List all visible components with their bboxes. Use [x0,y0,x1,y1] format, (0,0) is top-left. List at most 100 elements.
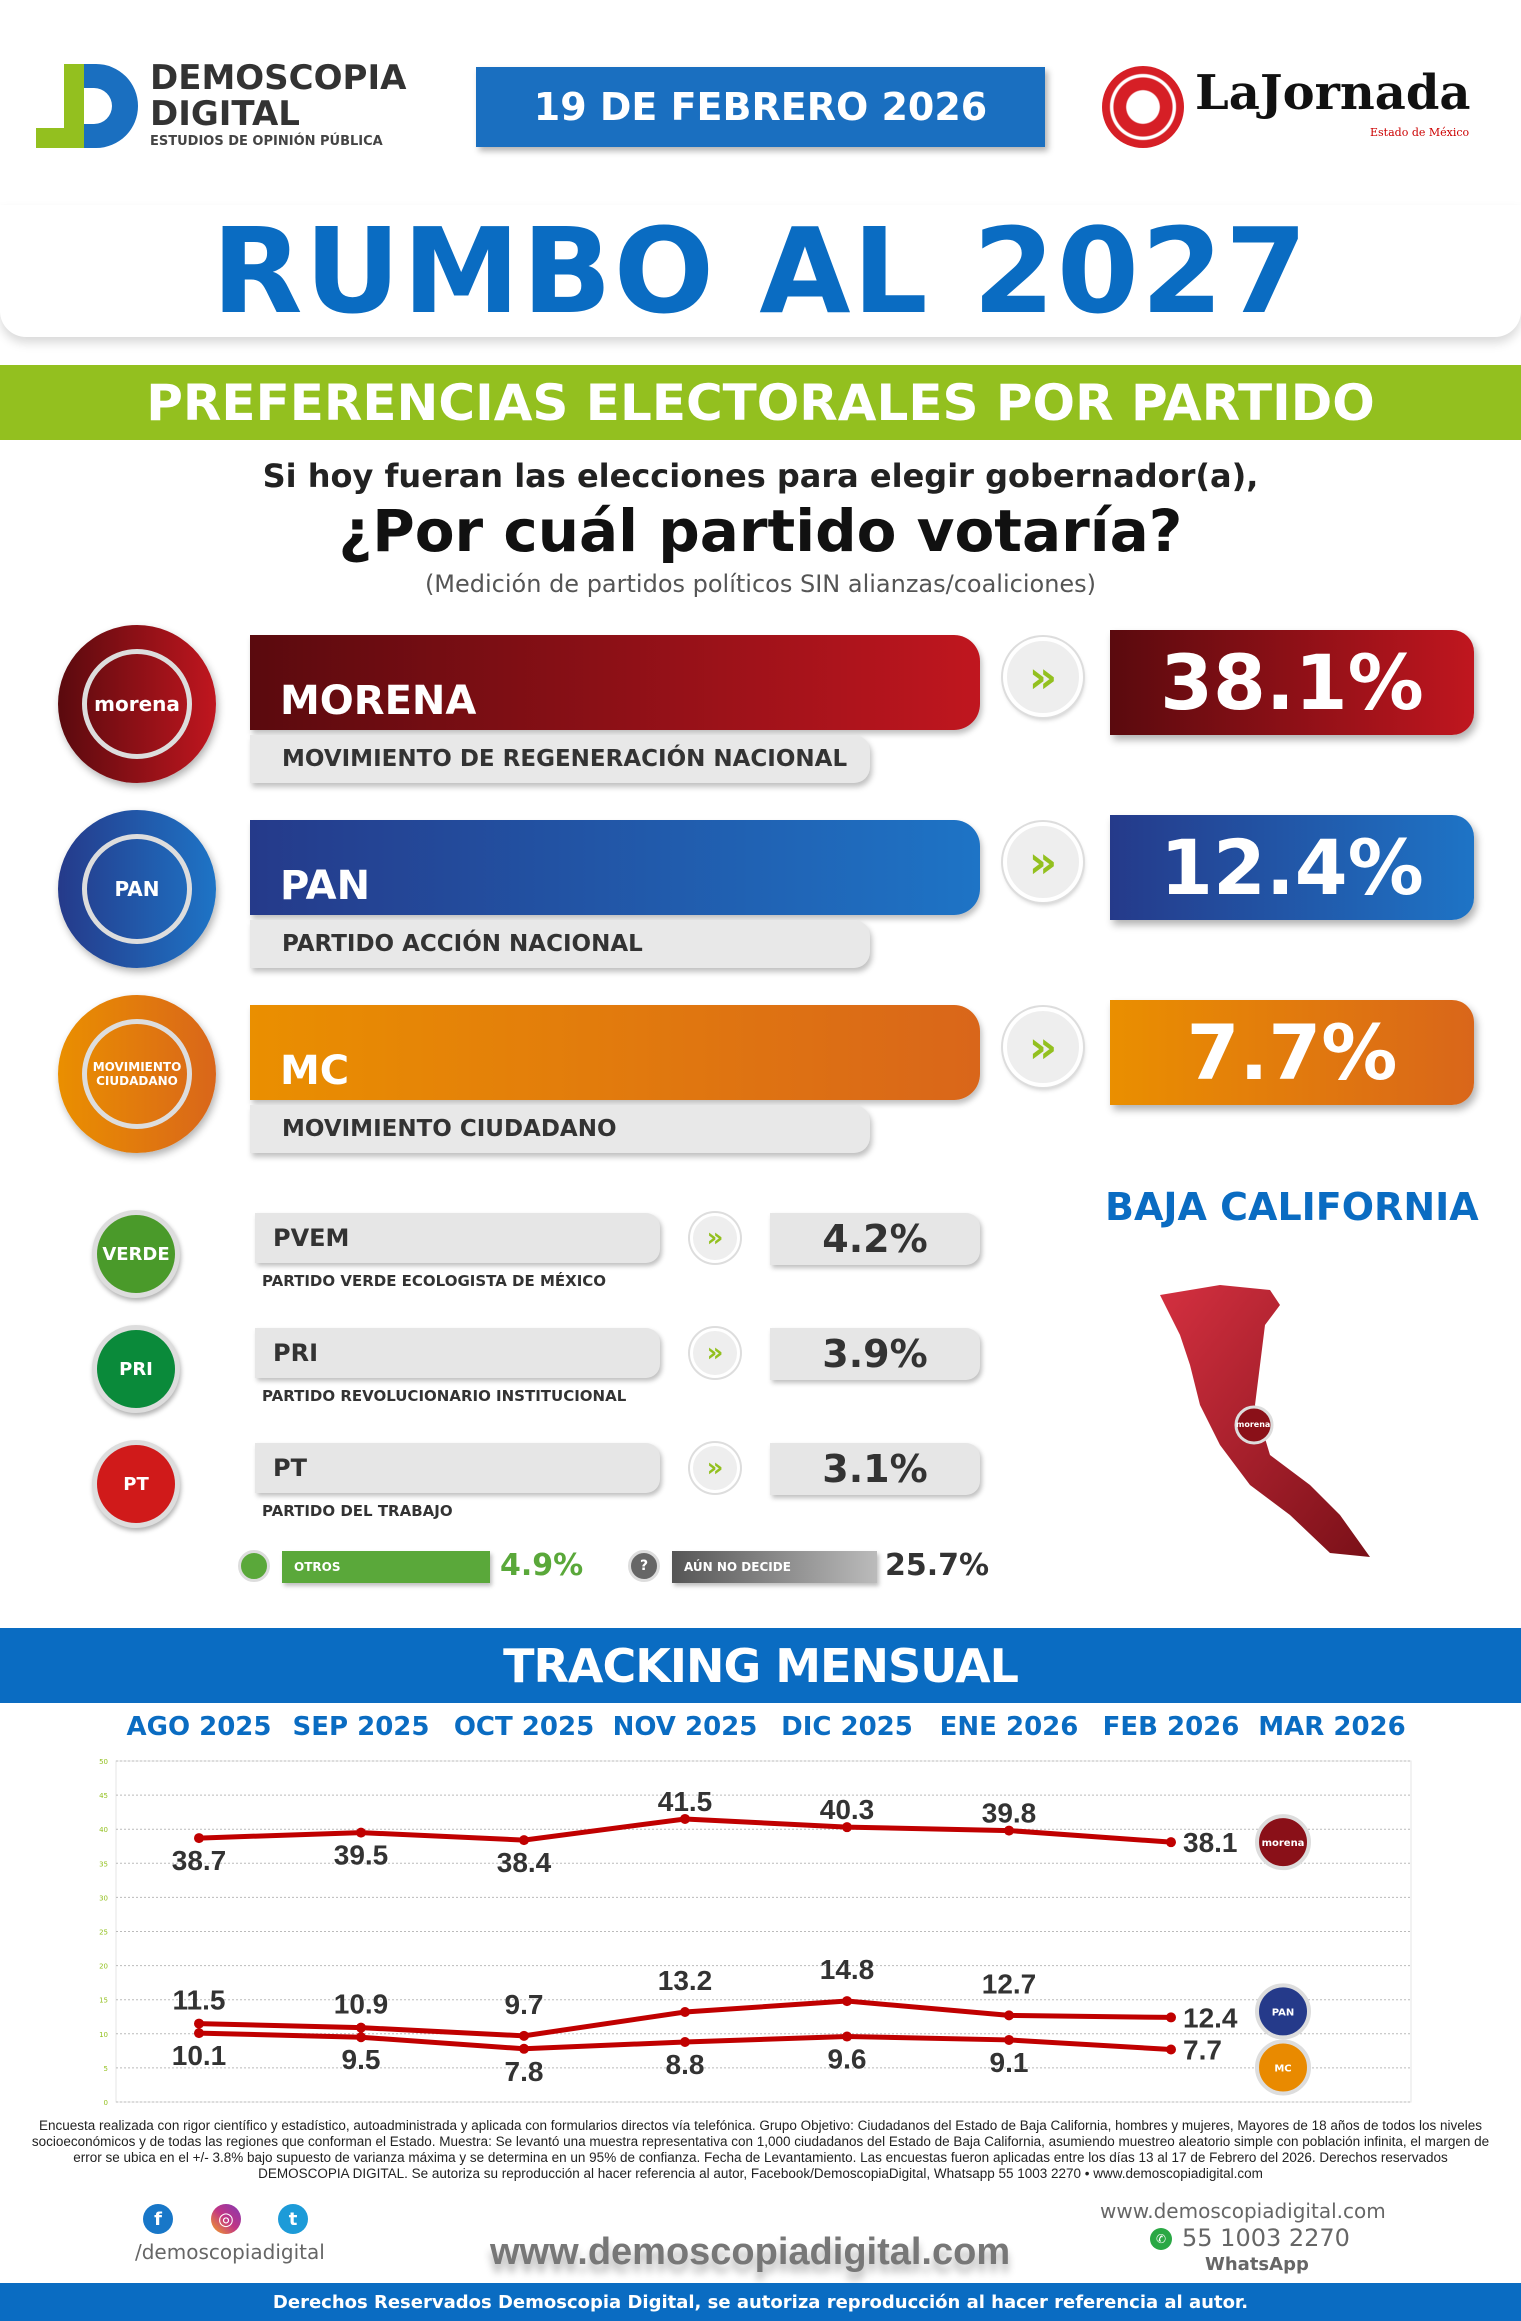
section-title: PREFERENCIAS ELECTORALES POR PARTIDO [0,365,1521,440]
rights-bar: Derechos Reservados Demoscopia Digital, … [0,2283,1521,2321]
party-percentage: 12.4% [1110,815,1474,920]
data-label: 9.7 [505,1989,544,2020]
data-label: 7.8 [505,2056,544,2087]
others-label: OTROS [282,1551,490,1583]
data-label: 12.7 [982,1968,1037,1999]
data-label: 9.5 [342,2044,381,2075]
data-point [356,2032,366,2043]
data-label: 9.1 [990,2047,1029,2078]
month-label: AGO 2025 [126,1712,272,1742]
party-logo-pri: PRI [92,1325,180,1413]
party-full-name: MOVIMIENTO CIUDADANO [250,1105,870,1153]
y-tick-label: 35 [99,1860,108,1868]
partner-logo: LaJornada [1195,65,1471,121]
data-label: 7.7 [1183,2034,1222,2065]
party-short-name: PVEM [255,1213,660,1263]
data-point [1166,1837,1176,1848]
tracking-chart: 0 5 10 15 20 25 30 35 40 45 50 38.7 39.5 38.4 41.5 40.3… [99,1758,1412,2107]
data-point [1166,2044,1176,2055]
data-point [519,2030,529,2041]
instagram-icon[interactable]: ◎ [211,2204,241,2234]
question-note: (Medición de partidos políticos SIN alia… [424,570,1097,598]
others-icon [238,1550,270,1582]
double-chevron-icon: » [690,1443,740,1493]
data-point [356,1827,366,1838]
data-label: 38.7 [172,1845,227,1876]
data-point [680,2036,690,2047]
data-point [1004,1825,1014,1836]
brand-line2: DIGITAL [150,94,300,134]
party-logo-text: morena [1262,1838,1305,1849]
data-label: 39.8 [982,1798,1037,1829]
brand-tagline: ESTUDIOS DE OPINIÓN PÚBLICA [150,134,383,149]
party-bar: MORENA [250,635,980,730]
party-logo-text: morena [82,649,192,759]
social-handle[interactable]: /demoscopiadigital [135,2240,325,2264]
page-title: RUMBO AL 2027 [0,202,1521,340]
party-logo-text: PAN [1272,2007,1295,2018]
party-full-name: MOVIMIENTO DE REGENERACIÓN NACIONAL [250,735,870,783]
data-point [1004,2034,1014,2045]
y-tick-label: 50 [99,1758,108,1766]
data-point [680,2006,690,2017]
party-logo-text: MC [1274,2063,1291,2074]
question-line2: ¿Por cuál partido votaría? [338,497,1183,565]
party-logo-text: MOVIMIENTO CIUDADANO [82,1019,192,1129]
date-banner: 19 DE FEBRERO 2026 [476,67,1045,147]
phone-number[interactable]: 55 1003 2270 [1182,2224,1350,2252]
methodology-text: Encuesta realizada con rigor científico … [31,2118,1490,2181]
baja-california-map [1160,1285,1370,1557]
double-chevron-icon: » [1003,637,1083,717]
data-point [356,2022,366,2033]
data-label: 10.9 [334,1989,389,2020]
data-point [680,1813,690,1824]
y-tick-label: 0 [104,2099,108,2107]
map-morena-logo: morena [1236,1420,1271,1429]
question-mark-icon: ? [628,1550,660,1582]
website-big[interactable]: www.demoscopiadigital.com [490,2231,1011,2273]
data-label: 41.5 [658,1786,713,1817]
data-point [194,2028,204,2039]
website-small[interactable]: www.demoscopiadigital.com [1100,2199,1386,2223]
double-chevron-icon: » [690,1328,740,1378]
data-point [842,1822,852,1833]
party-bar: PAN [250,820,980,915]
party-logo-morena [1255,1814,1311,1871]
y-tick-label: 25 [99,1929,108,1937]
data-point [194,2018,204,2029]
y-tick-label: 20 [99,1963,108,1971]
data-point [842,1996,852,2007]
month-label: MAR 2026 [1258,1712,1406,1742]
party-full-name: PARTIDO REVOLUCIONARIO INSTITUCIONAL [262,1387,627,1405]
month-label: FEB 2026 [1102,1712,1240,1742]
undecided-pct: 25.7% [885,1548,990,1583]
data-label: 8.8 [666,2049,705,2080]
data-label: 9.6 [828,2044,867,2075]
y-tick-label: 15 [99,1997,108,2005]
party-logo-mc [1255,2039,1311,2096]
facebook-icon[interactable]: f [143,2204,173,2234]
twitter-icon[interactable]: t [278,2204,308,2234]
data-label: 13.2 [658,1965,713,1996]
month-label: DIC 2025 [781,1712,913,1742]
y-tick-label: 45 [99,1792,108,1800]
data-label: 40.3 [820,1794,875,1825]
data-label: 12.4 [1183,2002,1238,2033]
y-tick-label: 40 [99,1826,108,1834]
y-tick-label: 5 [104,2065,108,2073]
party-logo-text: PAN [82,834,192,944]
data-label: 38.1 [1183,1827,1238,1858]
party-percentage: 4.2% [770,1213,980,1265]
party-full-name: PARTIDO ACCIÓN NACIONAL [250,920,870,968]
data-point [842,2031,852,2042]
data-label: 14.8 [820,1954,875,1985]
party-logo-pan: PAN [58,810,216,968]
party-percentage: 7.7% [1110,1000,1474,1105]
party-logo-pt: PT [92,1440,180,1528]
data-point [519,1835,529,1846]
month-label: NOV 2025 [612,1712,758,1742]
data-point [519,2043,529,2054]
demoscopia-logo-icon [36,64,138,148]
party-bar: MC [250,1005,980,1100]
data-label: 10.1 [172,2040,227,2071]
